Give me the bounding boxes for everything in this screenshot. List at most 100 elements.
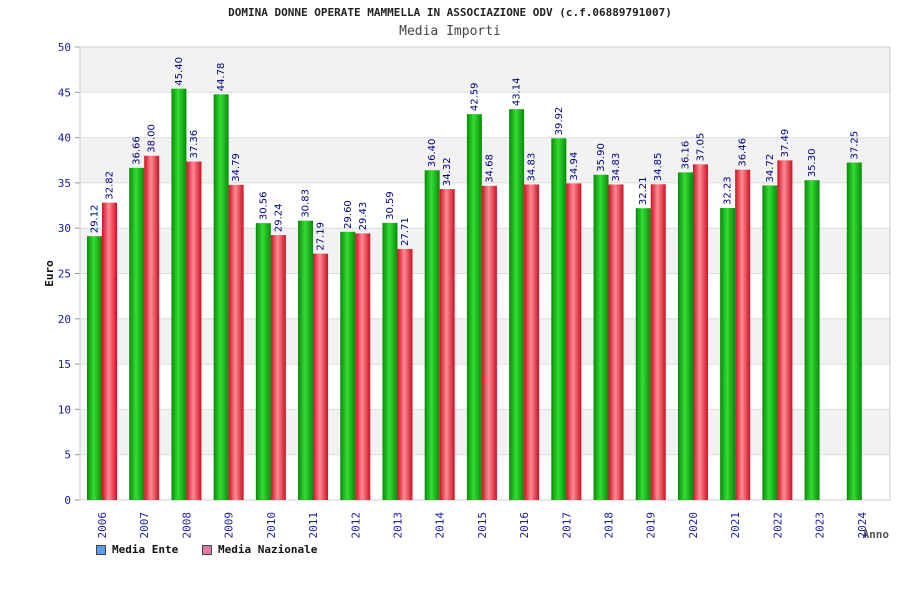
bar-media-nazionale [270, 235, 286, 500]
bar-value-label: 34.94 [569, 152, 580, 181]
y-tick-label: 35 [58, 177, 71, 190]
bar-media-ente [298, 220, 314, 500]
bar-value-label: 36.66 [132, 136, 143, 165]
bar-media-ente [255, 223, 271, 500]
bar-value-label: 35.30 [807, 149, 818, 178]
bar-value-label: 36.16 [680, 141, 691, 170]
bar-media-nazionale [524, 184, 540, 501]
bar-value-label: 36.46 [738, 138, 749, 167]
bar-value-label: 34.68 [484, 154, 495, 183]
y-tick-label: 25 [58, 268, 71, 281]
bar-value-label: 34.72 [765, 154, 776, 183]
bar-value-label: 30.59 [385, 191, 396, 220]
x-tick-label: 2022 [771, 512, 784, 539]
bar-value-label: 44.78 [216, 63, 227, 92]
bar-media-ente [846, 162, 862, 500]
bar-media-ente [213, 94, 229, 500]
bar-media-ente [762, 185, 778, 500]
y-tick-label: 50 [58, 41, 71, 54]
bar-media-ente [171, 88, 187, 501]
x-tick-label: 2018 [603, 512, 616, 539]
bar-media-ente [424, 170, 440, 500]
x-tick-label: 2013 [391, 512, 404, 539]
x-tick-label: 2019 [645, 512, 658, 539]
bar-media-nazionale [481, 185, 497, 500]
x-tick-label: 2009 [223, 512, 236, 539]
bar-value-label: 45.40 [174, 57, 185, 86]
legend-swatch-ente [96, 544, 106, 555]
bar-value-label: 43.14 [512, 78, 523, 107]
bar-media-nazionale [650, 184, 666, 500]
bar-media-nazionale [228, 184, 244, 500]
x-tick-label: 2016 [518, 512, 531, 539]
bar-media-ente [720, 207, 736, 500]
bar-media-nazionale [566, 183, 582, 500]
y-tick-label: 45 [58, 86, 71, 99]
bar-value-label: 36.40 [427, 139, 438, 168]
x-tick-label: 2020 [687, 512, 700, 539]
legend-label-ente: Media Ente [112, 543, 179, 556]
bar-media-ente [340, 231, 356, 500]
bar-media-nazionale [397, 248, 413, 500]
bar-media-ente [466, 114, 482, 501]
bar-value-label: 32.21 [638, 177, 649, 206]
x-tick-label: 2023 [814, 512, 827, 539]
bar-value-label: 30.56 [258, 191, 269, 220]
bar-value-label: 34.85 [653, 153, 664, 182]
bar-media-nazionale [186, 161, 202, 500]
x-tick-label: 2021 [729, 512, 742, 539]
bar-media-ente [593, 174, 609, 500]
bar-value-label: 30.83 [301, 189, 312, 218]
bar-value-label: 37.36 [189, 130, 200, 159]
bar-value-label: 27.71 [400, 217, 411, 246]
y-tick-label: 20 [58, 313, 71, 326]
bar-value-label: 29.60 [343, 200, 354, 229]
bar-value-label: 37.25 [849, 131, 860, 160]
bar-media-nazionale [735, 169, 751, 500]
bar-value-label: 38.00 [147, 124, 158, 153]
bar-media-nazionale [313, 253, 329, 500]
bar-media-ente [129, 167, 145, 500]
legend-label-nazionale: Media Nazionale [218, 543, 318, 556]
bar-value-label: 37.05 [695, 133, 706, 162]
x-tick-label: 2015 [476, 512, 489, 539]
bar-media-ente [677, 172, 693, 501]
bar-media-nazionale [439, 189, 455, 501]
x-tick-label: 2014 [434, 512, 447, 539]
chart-subtitle: Media Importi [399, 24, 501, 39]
bar-media-ente [804, 180, 820, 500]
bar-media-nazionale [144, 155, 160, 500]
x-tick-label: 2006 [96, 512, 109, 539]
chart-title: DOMINA DONNE OPERATE MAMMELLA IN ASSOCIA… [228, 6, 672, 19]
bar-value-label: 34.32 [442, 157, 453, 186]
x-tick-label: 2017 [560, 512, 573, 539]
y-tick-label: 5 [64, 449, 71, 462]
bar-media-ente [509, 109, 525, 500]
x-tick-label: 2008 [180, 512, 193, 539]
bar-value-label: 29.43 [358, 202, 369, 231]
bar-media-nazionale [608, 184, 624, 501]
x-tick-label: 2007 [138, 512, 151, 539]
bar-media-nazionale [777, 160, 793, 500]
y-tick-label: 40 [58, 132, 71, 145]
bar-media-ente [635, 208, 651, 500]
legend-item-media-nazionale: Media Nazionale [202, 543, 317, 556]
bar-value-label: 29.24 [273, 203, 284, 232]
x-tick-label: 2012 [349, 512, 362, 539]
bar-value-label: 32.82 [105, 171, 116, 200]
bar-value-label: 29.12 [90, 205, 101, 234]
bar-media-nazionale [102, 202, 117, 500]
x-tick-label: 2011 [307, 512, 320, 539]
bar-value-label: 37.49 [780, 129, 791, 158]
bar-media-ente [87, 236, 102, 501]
legend-item-media-ente: Media Ente [96, 543, 178, 556]
bar-media-ente [382, 222, 398, 500]
y-tick-label: 30 [58, 222, 71, 235]
y-tick-label: 15 [58, 358, 71, 371]
grid-band [80, 47, 890, 93]
bar-media-nazionale [692, 164, 708, 500]
bar-value-label: 34.83 [611, 153, 622, 182]
bar-value-label: 27.19 [316, 222, 327, 251]
bar-value-label: 34.83 [527, 153, 538, 182]
